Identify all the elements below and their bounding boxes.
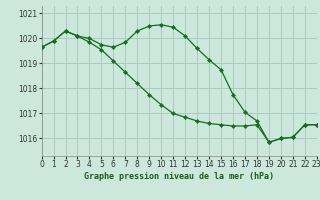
X-axis label: Graphe pression niveau de la mer (hPa): Graphe pression niveau de la mer (hPa) xyxy=(84,172,274,181)
